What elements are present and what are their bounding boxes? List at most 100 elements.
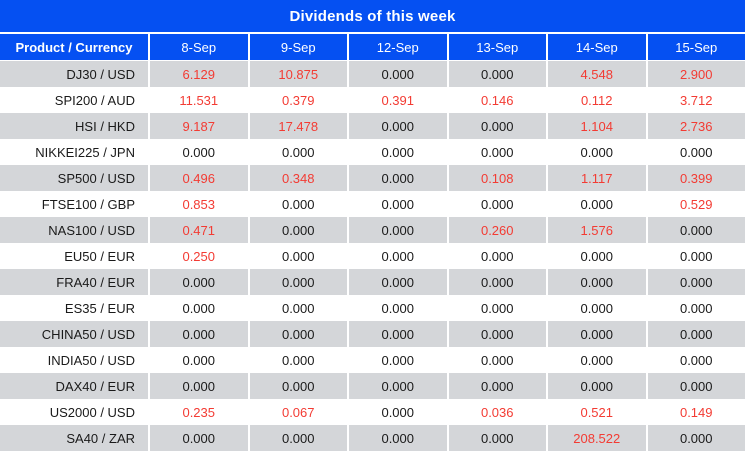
dividend-value-cell: 0.000 xyxy=(647,243,745,269)
dividend-value-cell: 10.875 xyxy=(249,61,347,87)
dividend-value-cell: 0.391 xyxy=(349,87,447,113)
dividend-value-cell: 0.000 xyxy=(349,347,447,373)
dividend-value-cell: 0.250 xyxy=(150,243,248,269)
product-cell: NIKKEI225 / JPN xyxy=(0,139,148,165)
product-cell: FTSE100 / GBP xyxy=(0,191,148,217)
dividend-value-cell: 0.000 xyxy=(249,425,347,451)
table-row: EU50 / EUR 0.250 0.000 0.000 0.000 0.000 0.000 xyxy=(0,243,745,269)
column-header-date-4: 13-Sep xyxy=(448,34,546,60)
dividend-value-cell: 0.000 xyxy=(548,347,646,373)
table-row: SP500 / USD 0.496 0.348 0.000 0.108 1.117 0.39… xyxy=(0,165,745,191)
dividend-value-cell: 0.000 xyxy=(349,61,447,87)
table-row: INDIA50 / USD 0.000 0.000 0.000 0.000 0.000 0.… xyxy=(0,347,745,373)
table-row: NAS100 / USD 0.471 0.000 0.000 0.260 1.576 0.0… xyxy=(0,217,745,243)
dividend-value-cell: 0.036 xyxy=(448,399,546,425)
product-cell: EU50 / EUR xyxy=(0,243,148,269)
dividend-value-cell: 17.478 xyxy=(249,113,347,139)
dividend-value-cell: 0.000 xyxy=(150,139,248,165)
dividend-value-cell: 0.000 xyxy=(448,61,546,87)
column-header-product-currency: Product / Currency xyxy=(0,34,148,60)
dividend-value-cell: 0.000 xyxy=(448,269,546,295)
dividend-value-cell: 0.000 xyxy=(349,269,447,295)
dividend-value-cell: 0.000 xyxy=(448,321,546,347)
column-header-date-1: 8-Sep xyxy=(150,34,248,60)
dividend-value-cell: 0.000 xyxy=(249,191,347,217)
dividend-value-cell: 0.000 xyxy=(349,139,447,165)
dividend-value-cell: 0.000 xyxy=(349,399,447,425)
dividend-value-cell: 11.531 xyxy=(150,87,248,113)
column-header-date-3: 12-Sep xyxy=(349,34,447,60)
dividend-value-cell: 0.000 xyxy=(448,425,546,451)
table-row: FTSE100 / GBP 0.853 0.000 0.000 0.000 0.000 0.… xyxy=(0,191,745,217)
product-cell: CHINA50 / USD xyxy=(0,321,148,347)
dividend-value-cell: 0.000 xyxy=(349,217,447,243)
dividend-value-cell: 0.000 xyxy=(150,347,248,373)
dividend-value-cell: 0.149 xyxy=(647,399,745,425)
dividend-value-cell: 0.000 xyxy=(349,243,447,269)
dividend-value-cell: 0.000 xyxy=(349,373,447,399)
dividend-value-cell: 0.000 xyxy=(548,295,646,321)
dividend-value-cell: 6.129 xyxy=(150,61,248,87)
dividend-value-cell: 0.000 xyxy=(349,191,447,217)
dividend-value-cell: 0.000 xyxy=(647,321,745,347)
table-row: DAX40 / EUR 0.000 0.000 0.000 0.000 0.000 0.00… xyxy=(0,373,745,399)
dividend-value-cell: 0.000 xyxy=(249,217,347,243)
dividend-value-cell: 0.000 xyxy=(150,295,248,321)
dividend-value-cell: 0.521 xyxy=(548,399,646,425)
dividend-value-cell: 0.000 xyxy=(448,113,546,139)
dividend-value-cell: 3.712 xyxy=(647,87,745,113)
table-row: ES35 / EUR 0.000 0.000 0.000 0.000 0.000 0.000 xyxy=(0,295,745,321)
dividend-value-cell: 0.000 xyxy=(548,269,646,295)
dividend-value-cell: 0.000 xyxy=(448,139,546,165)
product-cell: SPI200 / AUD xyxy=(0,87,148,113)
dividend-value-cell: 0.000 xyxy=(548,191,646,217)
dividend-value-cell: 0.000 xyxy=(150,321,248,347)
product-cell: US2000 / USD xyxy=(0,399,148,425)
dividends-table-body: DJ30 / USD 6.129 10.875 0.000 0.000 4.548 2.90… xyxy=(0,61,745,451)
table-row: FRA40 / EUR 0.000 0.000 0.000 0.000 0.000 0.00… xyxy=(0,269,745,295)
dividend-value-cell: 0.000 xyxy=(249,295,347,321)
table-row: NIKKEI225 / JPN 0.000 0.000 0.000 0.000 0.000… xyxy=(0,139,745,165)
dividend-value-cell: 0.000 xyxy=(448,347,546,373)
column-header-date-6: 15-Sep xyxy=(647,34,745,60)
dividend-value-cell: 2.900 xyxy=(647,61,745,87)
dividend-value-cell: 0.000 xyxy=(647,295,745,321)
product-cell: SA40 / ZAR xyxy=(0,425,148,451)
dividend-value-cell: 0.000 xyxy=(249,243,347,269)
dividend-value-cell: 0.146 xyxy=(448,87,546,113)
table-header-row: Product / Currency 8-Sep 9-Sep 12-Sep 13… xyxy=(0,34,745,60)
dividend-value-cell: 0.000 xyxy=(548,139,646,165)
dividend-value-cell: 1.576 xyxy=(548,217,646,243)
dividend-value-cell: 0.471 xyxy=(150,217,248,243)
dividend-value-cell: 0.000 xyxy=(349,295,447,321)
dividend-value-cell: 0.260 xyxy=(448,217,546,243)
page-title: Dividends of this week xyxy=(0,0,745,32)
dividend-value-cell: 0.000 xyxy=(249,347,347,373)
product-cell: NAS100 / USD xyxy=(0,217,148,243)
table-row: SPI200 / AUD 11.531 0.379 0.391 0.146 0.112 3.… xyxy=(0,87,745,113)
dividend-value-cell: 0.000 xyxy=(448,191,546,217)
product-cell: DJ30 / USD xyxy=(0,61,148,87)
dividend-value-cell: 0.496 xyxy=(150,165,248,191)
dividend-value-cell: 0.000 xyxy=(647,347,745,373)
dividend-value-cell: 0.000 xyxy=(448,373,546,399)
table-row: US2000 / USD 0.235 0.067 0.000 0.036 0.521 0.1… xyxy=(0,399,745,425)
dividend-value-cell: 0.000 xyxy=(548,321,646,347)
table-row: HSI / HKD 9.187 17.478 0.000 0.000 1.104 2.736 xyxy=(0,113,745,139)
table-row: CHINA50 / USD 0.000 0.000 0.000 0.000 0.000 0.… xyxy=(0,321,745,347)
product-cell: SP500 / USD xyxy=(0,165,148,191)
dividend-value-cell: 0.067 xyxy=(249,399,347,425)
dividend-value-cell: 0.000 xyxy=(647,425,745,451)
product-cell: HSI / HKD xyxy=(0,113,148,139)
dividend-value-cell: 1.117 xyxy=(548,165,646,191)
product-cell: INDIA50 / USD xyxy=(0,347,148,373)
dividend-value-cell: 0.000 xyxy=(349,321,447,347)
dividend-value-cell: 0.000 xyxy=(249,139,347,165)
dividend-value-cell: 208.522 xyxy=(548,425,646,451)
dividend-value-cell: 0.000 xyxy=(548,243,646,269)
dividend-value-cell: 2.736 xyxy=(647,113,745,139)
dividend-value-cell: 0.000 xyxy=(448,243,546,269)
dividend-value-cell: 1.104 xyxy=(548,113,646,139)
dividend-value-cell: 0.000 xyxy=(647,217,745,243)
